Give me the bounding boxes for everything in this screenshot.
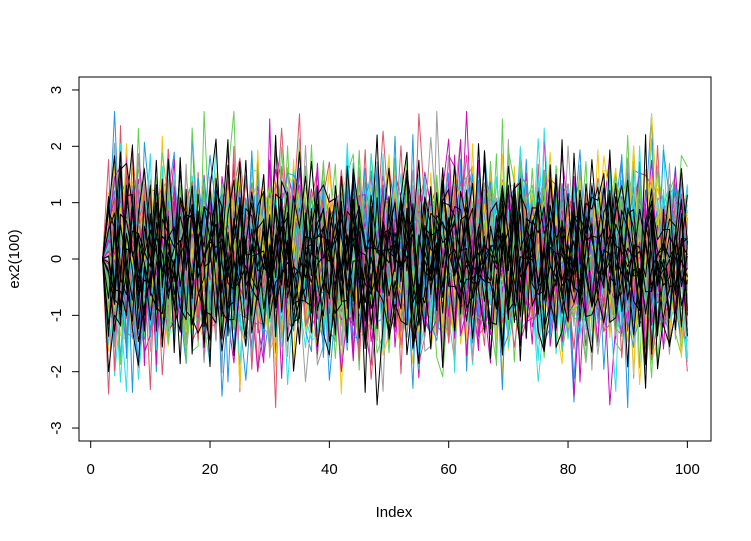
y-tick-label: 0 (48, 255, 65, 263)
x-tick-label: 0 (87, 461, 95, 478)
series-line (102, 134, 688, 372)
x-tick-label: 40 (321, 461, 338, 478)
series-line (102, 160, 688, 359)
y-axis-title: ex2(100) (6, 229, 23, 288)
y-tick-label: 2 (48, 142, 65, 150)
y-tick-label: 3 (48, 86, 65, 94)
series-line (102, 158, 688, 340)
x-axis: 0 20 40 60 80 100 (87, 440, 700, 478)
x-tick-label: 100 (675, 461, 700, 478)
x-axis-title: Index (376, 504, 413, 521)
series-line (102, 159, 688, 406)
y-tick-label: -1 (48, 309, 65, 322)
series-line (102, 134, 688, 348)
series-layer (102, 110, 688, 409)
y-axis: -3 -2 -1 0 1 2 3 (48, 86, 80, 435)
series-line (102, 150, 688, 393)
y-tick-label: -3 (48, 421, 65, 434)
x-tick-label: 20 (202, 461, 219, 478)
x-tick-label: 60 (440, 461, 457, 478)
series-line (102, 139, 688, 379)
series-line (102, 139, 688, 373)
series-line (102, 145, 688, 365)
series-line (102, 175, 688, 356)
x-tick-label: 80 (560, 461, 577, 478)
y-tick-label: 1 (48, 198, 65, 206)
y-tick-label: -2 (48, 365, 65, 378)
